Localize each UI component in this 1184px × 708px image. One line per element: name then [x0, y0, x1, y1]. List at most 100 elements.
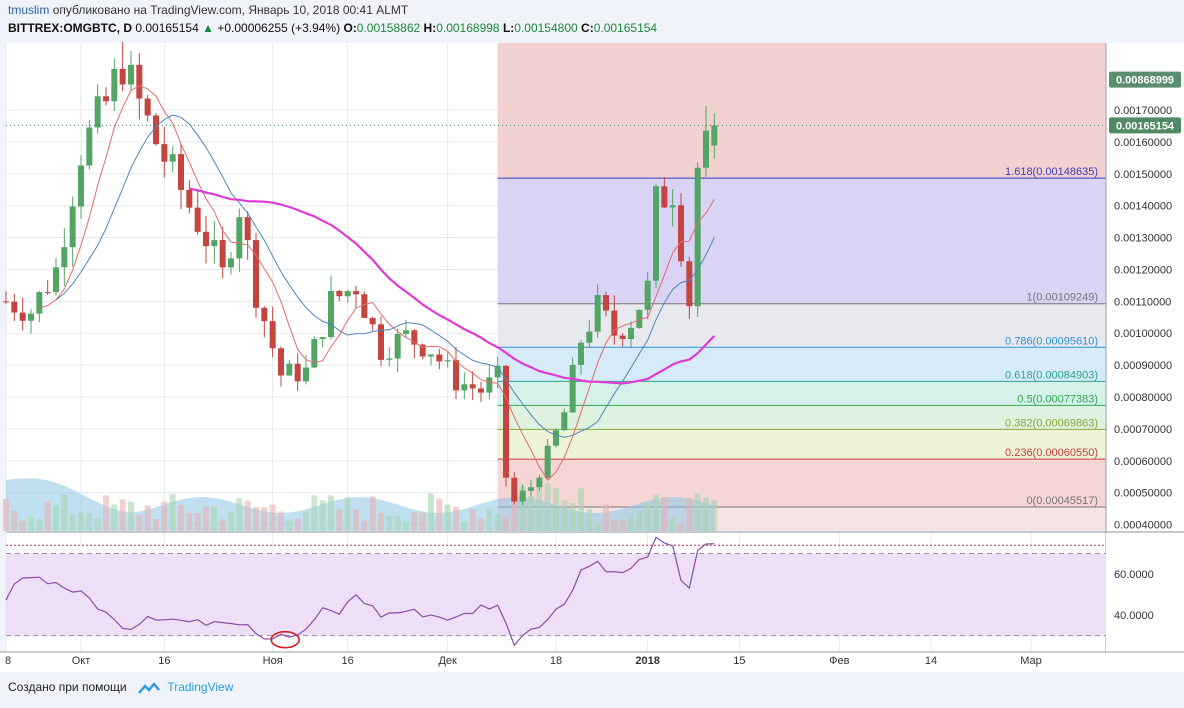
volume-bar	[478, 518, 484, 531]
candle-body	[653, 186, 659, 281]
volume-bar	[28, 516, 34, 531]
volume-bar	[444, 504, 451, 531]
candle-body	[603, 295, 609, 311]
made-with-text: Создано при помощи	[8, 680, 127, 694]
author-link[interactable]: tmuslim	[8, 3, 50, 17]
fib-level-label: 0(0.00045517)	[1026, 495, 1098, 507]
volume-bar	[536, 485, 543, 531]
candle-body	[253, 240, 259, 308]
volume-bar	[236, 498, 243, 531]
candle-body	[511, 477, 518, 502]
fib-zone	[497, 459, 1107, 508]
candle-body	[161, 144, 168, 162]
volume-bar	[11, 510, 18, 531]
volume-bar	[153, 519, 159, 531]
price-tick-label: 0.00120000	[1114, 264, 1172, 276]
candle-body	[703, 130, 709, 168]
candle-body	[319, 337, 326, 340]
price-tick-label: 0.00080000	[1114, 392, 1172, 404]
fib-level-label: 0.382(0.00069863)	[1005, 417, 1098, 429]
price-tick-label: 0.00150000	[1114, 169, 1172, 181]
volume-bar	[94, 518, 101, 531]
candle-body	[453, 360, 459, 391]
volume-bar	[519, 485, 526, 531]
volume-bar	[494, 513, 501, 531]
fib-level-label: 0.5(0.00077383)	[1017, 393, 1098, 405]
volume-bar	[711, 500, 718, 531]
volume-bar	[53, 505, 59, 531]
volume-bar	[394, 515, 401, 531]
candle-body	[186, 189, 193, 208]
volume-bar	[128, 501, 134, 531]
fib-level-label: 1(0.00109249)	[1026, 292, 1098, 304]
candle-body	[11, 301, 18, 313]
volume-bar	[628, 513, 634, 531]
candle-body	[136, 64, 143, 99]
price-tick-label: 0.00090000	[1114, 360, 1172, 372]
candle-body	[586, 331, 593, 343]
candle-body	[486, 377, 493, 393]
volume-bar	[61, 494, 68, 531]
publish-header: tmuslim опубликовано на TradingView.com,…	[8, 3, 408, 17]
volume-bar	[336, 509, 343, 531]
publish-info: опубликовано на TradingView.com, Январь …	[52, 3, 409, 17]
candle-body	[436, 354, 443, 362]
candle-body	[211, 240, 218, 247]
candle-body	[519, 490, 526, 502]
volume-bar	[319, 500, 326, 531]
volume-bar	[553, 488, 559, 531]
volume-bar	[378, 512, 384, 531]
high-value: 0.00168998	[436, 21, 500, 35]
price-tick-label: 0.00040000	[1114, 520, 1172, 532]
volume-bar	[544, 483, 551, 531]
candle-body	[478, 388, 484, 393]
volume-bar	[436, 498, 443, 531]
candle-body	[628, 327, 634, 340]
high-label: H:	[423, 21, 437, 35]
volume-bar	[178, 504, 184, 531]
ema-slow-line	[55, 114, 715, 438]
time-tick-label: 16	[158, 655, 170, 667]
fib-zone	[497, 347, 1107, 382]
low-label: L:	[502, 21, 515, 35]
candle-body	[503, 365, 509, 478]
volume-bar	[203, 506, 209, 531]
candle-body	[578, 342, 584, 365]
candle-body	[86, 127, 93, 166]
volume-bar	[211, 505, 218, 531]
price-badge-label: 0.00165154	[1116, 120, 1175, 132]
time-tick-label: Дек	[438, 655, 457, 667]
rsi-tick-label: 60.0000	[1114, 569, 1154, 581]
tradingview-brand-link[interactable]: TradingView	[167, 680, 234, 694]
candle-body	[569, 364, 576, 413]
fib-zone	[497, 178, 1107, 304]
candle-body	[194, 207, 201, 232]
candle-body	[19, 312, 26, 321]
candle-body	[336, 290, 343, 297]
price-badge	[1109, 117, 1181, 134]
volume-bar	[169, 494, 176, 531]
candle-body	[28, 313, 34, 321]
candle-body	[469, 384, 476, 389]
open-value: 0.00158862	[356, 21, 421, 35]
candle-body	[344, 291, 351, 297]
volume-bar	[686, 497, 693, 531]
volume-bar	[469, 509, 476, 531]
candle-body	[219, 240, 226, 268]
price-tick-label: 0.00060000	[1114, 456, 1172, 468]
volume-bar	[78, 512, 84, 531]
candle-body	[461, 384, 468, 391]
volume-bar	[186, 512, 193, 531]
time-tick-label: 14	[925, 655, 937, 667]
candle-body	[394, 333, 401, 359]
fib-zone-top	[497, 43, 1107, 179]
volume-bar	[303, 511, 309, 531]
rsi-axis	[1106, 533, 1184, 652]
rsi-band	[6, 553, 1106, 636]
volume-bar	[3, 498, 9, 531]
volume-bar	[136, 514, 143, 531]
volume-bar	[403, 521, 409, 531]
candle-body	[236, 217, 243, 259]
volume-bar	[286, 520, 293, 531]
